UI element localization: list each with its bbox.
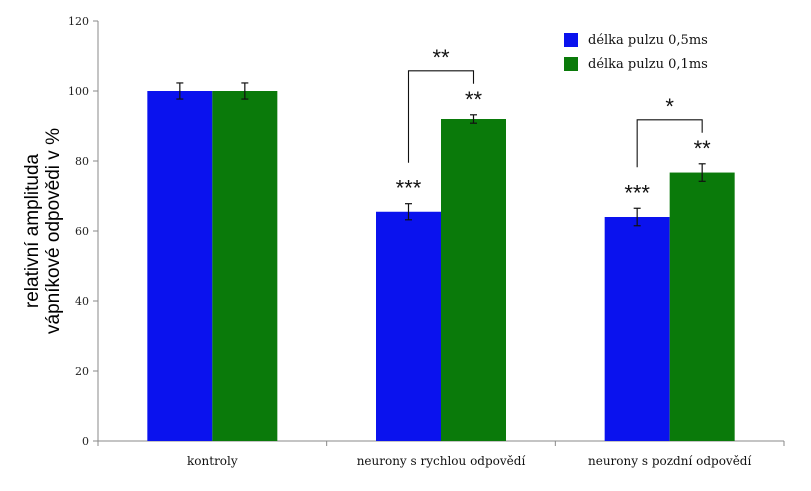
bar	[669, 172, 735, 442]
bar	[147, 91, 213, 441]
legend-swatch	[564, 33, 578, 47]
bar	[604, 217, 670, 441]
significance-annotations: *** **********	[396, 45, 712, 205]
bars	[147, 82, 735, 442]
comparison-label: *	[665, 94, 674, 119]
y-tick-label: 20	[75, 365, 89, 378]
bar	[376, 211, 441, 441]
y-tick-label: 60	[75, 225, 89, 238]
legend-label: délka pulzu 0,5ms	[588, 33, 708, 48]
bar	[212, 91, 278, 441]
legend-label: délka pulzu 0,1ms	[588, 57, 708, 72]
bar	[441, 119, 506, 441]
x-category-label: neurony s rychlou odpovědí	[357, 454, 526, 468]
significance-label: ***	[396, 176, 422, 201]
significance-label: ***	[624, 180, 650, 205]
y-axis: 0 20 40 60 80 100 120	[68, 15, 99, 448]
comparison-label: **	[432, 45, 450, 70]
y-tick-label: 0	[82, 435, 89, 448]
y-tick-label: 120	[68, 15, 89, 28]
x-category-label: neurony s pozdní odpovědí	[588, 454, 751, 468]
x-axis: kontroly neurony s rychlou odpovědí neuron…	[97, 440, 785, 468]
y-tick-label: 40	[75, 295, 89, 308]
y-axis-label-line: relativní amplituda	[22, 153, 43, 308]
y-axis-label: relativní amplitudavápníkové odpovědi v …	[22, 128, 64, 334]
legend-swatch	[564, 57, 578, 71]
comparison-bracket	[636, 119, 703, 168]
y-tick-label: 100	[68, 85, 89, 98]
comparison-bracket	[407, 70, 475, 163]
significance-label: **	[694, 136, 712, 161]
y-axis-label-line: vápníkové odpovědi v %	[43, 128, 64, 334]
significance-label: **	[465, 87, 483, 112]
legend: délka pulzu 0,5ms délka pulzu 0,1ms	[564, 33, 708, 72]
x-category-label: kontroly	[187, 454, 238, 468]
y-tick-label: 80	[75, 155, 89, 168]
